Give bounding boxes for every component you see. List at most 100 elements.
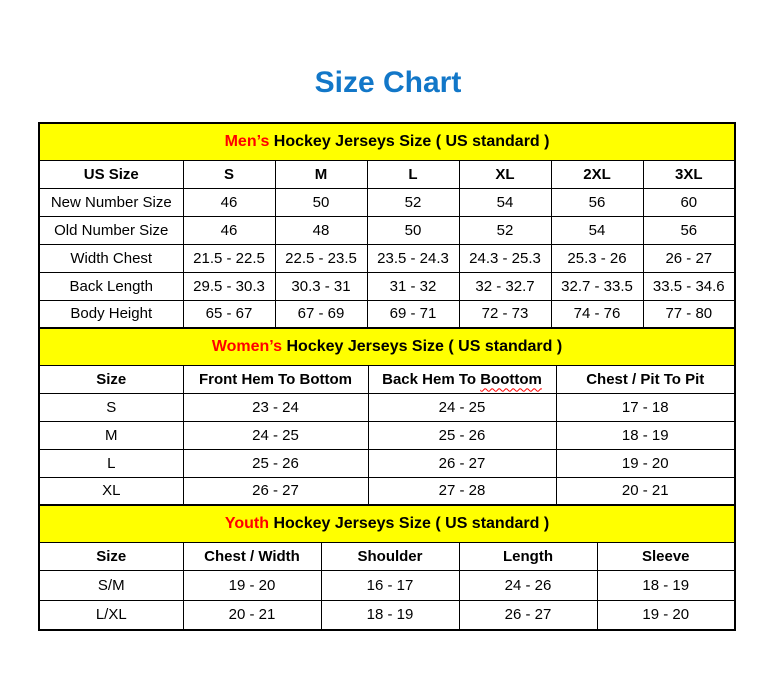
row-label-cell: Old Number Size	[38, 215, 184, 245]
womens-column-header-row: Size Front Hem To Bottom Back Hem To Boo…	[38, 364, 736, 394]
table-row-women-xl: XL 26 - 27 27 - 28 20 - 21	[38, 476, 736, 506]
row-label-cell: Back Length	[38, 271, 184, 301]
table-row-body-height: Body Height 65 - 67 67 - 69 69 - 71 72 -…	[38, 299, 736, 329]
size-value-cell: 25 - 26	[367, 420, 557, 450]
size-value-cell: 17 - 18	[555, 392, 736, 422]
size-value-cell: 56	[550, 187, 644, 217]
row-label-cell: L/XL	[38, 599, 184, 631]
size-value-cell: 30.3 - 31	[274, 271, 368, 301]
size-value-cell: 69 - 71	[366, 299, 460, 329]
row-label-cell: M	[38, 420, 184, 450]
row-label-cell: S/M	[38, 569, 184, 601]
table-row-women-l: L 25 - 26 26 - 27 19 - 20	[38, 448, 736, 478]
size-value-cell: 25 - 26	[182, 448, 369, 478]
column-header-shoulder: Shoulder	[320, 541, 460, 571]
size-value-cell: 23 - 24	[182, 392, 369, 422]
size-value-cell: 29.5 - 30.3	[182, 271, 276, 301]
table-row-old-number-size: Old Number Size 46 48 50 52 54 56	[38, 215, 736, 245]
size-value-cell: 56	[642, 215, 736, 245]
row-label-cell: Width Chest	[38, 243, 184, 273]
mens-section-header: Men’s Hockey Jerseys Size ( US standard …	[38, 122, 736, 161]
column-header-3xl: 3XL	[642, 159, 736, 189]
column-header-size: Size	[38, 541, 184, 571]
table-row-new-number-size: New Number Size 46 50 52 54 56 60	[38, 187, 736, 217]
size-value-cell: 50	[366, 215, 460, 245]
size-value-cell: 23.5 - 24.3	[366, 243, 460, 273]
size-value-cell: 21.5 - 22.5	[182, 243, 276, 273]
size-value-cell: 74 - 76	[550, 299, 644, 329]
womens-section-header: Women’s Hockey Jerseys Size ( US standar…	[38, 327, 736, 366]
size-value-cell: 24 - 26	[458, 569, 598, 601]
column-header-m: M	[274, 159, 368, 189]
size-value-cell: 77 - 80	[642, 299, 736, 329]
size-value-cell: 19 - 20	[596, 599, 736, 631]
size-value-cell: 46	[182, 215, 276, 245]
back-hem-label-text: Back Hem To	[382, 370, 477, 388]
womens-section-title-rest: Hockey Jerseys Size ( US standard )	[286, 337, 563, 355]
column-header-chest-width: Chest / Width	[182, 541, 322, 571]
size-value-cell: 25.3 - 26	[550, 243, 644, 273]
table-row-back-length: Back Length 29.5 - 30.3 30.3 - 31 31 - 3…	[38, 271, 736, 301]
size-value-cell: 19 - 20	[555, 448, 736, 478]
size-value-cell: 19 - 20	[182, 569, 322, 601]
size-value-cell: 24 - 25	[182, 420, 369, 450]
size-value-cell: 26 - 27	[367, 448, 557, 478]
size-value-cell: 54	[458, 187, 552, 217]
youth-column-header-row: Size Chest / Width Shoulder Length Sleev…	[38, 541, 736, 571]
row-label-cell: New Number Size	[38, 187, 184, 217]
mens-section-title-rest: Hockey Jerseys Size ( US standard )	[273, 132, 550, 150]
size-value-cell: 52	[366, 187, 460, 217]
column-header-l: L	[366, 159, 460, 189]
table-row-youth-sm: S/M 19 - 20 16 - 17 24 - 26 18 - 19	[38, 569, 736, 601]
womens-section-header-row: Women’s Hockey Jerseys Size ( US standar…	[38, 327, 736, 366]
size-value-cell: 31 - 32	[366, 271, 460, 301]
size-value-cell: 26 - 27	[182, 476, 369, 506]
size-value-cell: 18 - 19	[596, 569, 736, 601]
page-title: Size Chart	[314, 66, 462, 99]
size-value-cell: 32 - 32.7	[458, 271, 552, 301]
column-header-length: Length	[458, 541, 598, 571]
column-header-size: Size	[38, 364, 184, 394]
youth-size-table: Youth Hockey Jerseys Size ( US standard …	[38, 504, 737, 631]
column-header-back-hem: Back Hem To Boottom	[367, 364, 557, 394]
youth-section-title-rest: Hockey Jerseys Size ( US standard )	[273, 514, 550, 532]
mens-section-header-row: Men’s Hockey Jerseys Size ( US standard …	[38, 122, 736, 161]
column-header-2xl: 2XL	[550, 159, 644, 189]
mens-section-highlight: Men’s	[224, 132, 270, 150]
misspelled-word-boottom: Boottom	[480, 370, 542, 388]
size-value-cell: 20 - 21	[555, 476, 736, 506]
row-label-cell: L	[38, 448, 184, 478]
size-chart-tables: Men’s Hockey Jerseys Size ( US standard …	[38, 122, 737, 631]
column-header-s: S	[182, 159, 276, 189]
size-value-cell: 60	[642, 187, 736, 217]
row-label-cell: S	[38, 392, 184, 422]
size-value-cell: 24.3 - 25.3	[458, 243, 552, 273]
size-value-cell: 65 - 67	[182, 299, 276, 329]
column-header-front-hem: Front Hem To Bottom	[182, 364, 369, 394]
size-value-cell: 26 - 27	[458, 599, 598, 631]
mens-column-header-row: US Size S M L XL 2XL 3XL	[38, 159, 736, 189]
size-value-cell: 32.7 - 33.5	[550, 271, 644, 301]
size-value-cell: 24 - 25	[367, 392, 557, 422]
table-row-women-m: M 24 - 25 25 - 26 18 - 19	[38, 420, 736, 450]
size-value-cell: 18 - 19	[555, 420, 736, 450]
size-value-cell: 50	[274, 187, 368, 217]
size-value-cell: 67 - 69	[274, 299, 368, 329]
size-value-cell: 27 - 28	[367, 476, 557, 506]
column-header-sleeve: Sleeve	[596, 541, 736, 571]
womens-section-highlight: Women’s	[211, 337, 283, 355]
youth-section-header-row: Youth Hockey Jerseys Size ( US standard …	[38, 504, 736, 543]
size-value-cell: 16 - 17	[320, 569, 460, 601]
youth-section-highlight: Youth	[224, 514, 270, 532]
size-value-cell: 18 - 19	[320, 599, 460, 631]
column-header-chest-pit: Chest / Pit To Pit	[555, 364, 736, 394]
size-value-cell: 33.5 - 34.6	[642, 271, 736, 301]
size-value-cell: 46	[182, 187, 276, 217]
column-header-us-size: US Size	[38, 159, 184, 189]
table-row-women-s: S 23 - 24 24 - 25 17 - 18	[38, 392, 736, 422]
column-header-xl: XL	[458, 159, 552, 189]
size-value-cell: 26 - 27	[642, 243, 736, 273]
row-label-cell: XL	[38, 476, 184, 506]
size-value-cell: 54	[550, 215, 644, 245]
